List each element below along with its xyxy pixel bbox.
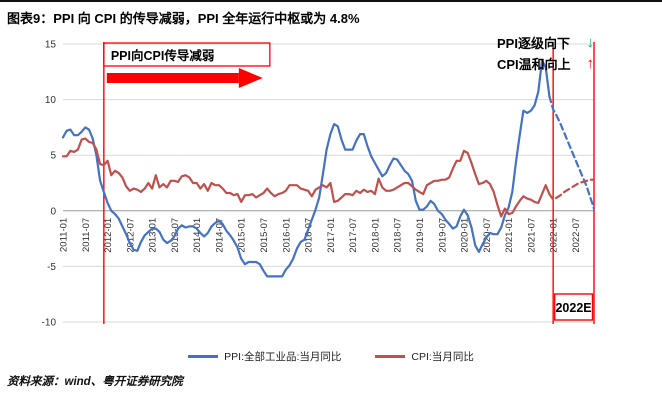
x-tick-label: 2014-01: [192, 218, 203, 253]
ppi-line-swatch: [188, 355, 219, 358]
x-tick-label: 2013-01: [148, 218, 159, 253]
transmission-label: PPI向CPI传导减弱: [111, 48, 215, 63]
ppi-legend-label: PPI:全部工业品:当月同比: [224, 351, 342, 363]
down-arrow-icon: ↓: [586, 34, 595, 51]
ppi-line: [61, 59, 551, 278]
x-tick-label: 2011-01: [59, 218, 70, 252]
y-tick-label: 15: [45, 40, 57, 51]
x-tick-label: 2017-07: [348, 218, 359, 253]
x-tick-label: 2022-01: [549, 218, 560, 253]
cpi-legend-label: CPI:当月同比: [411, 351, 474, 363]
ppi-trend-label: PPI逐级向下: [497, 36, 570, 51]
x-tick-label: 2015-01: [237, 218, 248, 253]
forecast-label: 2022E: [555, 301, 591, 315]
trend-annotations: PPI逐级向下 ↓ CPI温和向上 ↑: [497, 32, 594, 74]
x-tick-label: 2012-01: [103, 218, 114, 253]
x-tick-label: 2021-07: [526, 218, 537, 253]
legend: PPI:全部工业品:当月同比 CPI:当月同比: [0, 349, 662, 364]
x-tick-label: 2018-07: [393, 218, 404, 253]
forecast-label-box: [553, 293, 594, 321]
x-tick-label: 2021-01: [504, 218, 515, 253]
x-tick-label: 2011-07: [81, 218, 92, 252]
cpi-line: [61, 137, 551, 218]
y-tick-label: 0: [50, 206, 56, 217]
y-tick-label: -5: [47, 262, 56, 273]
up-arrow-icon: ↑: [586, 55, 595, 72]
figure-title: 图表9：PPI 向 CPI 的传导减弱，PPI 全年运行中枢或为 4.8%: [7, 11, 360, 26]
chart: 15 10 5 0 -5 -10 2011-01 2011-07 2012-01 2012-07 2…: [42, 40, 596, 329]
transmission-arrow-head: [238, 68, 263, 88]
x-tick-label: 2018-01: [370, 218, 381, 253]
source-note: 资料来源：wind、粤开证券研究院: [7, 376, 183, 388]
x-tick-label: 2020-01: [460, 218, 471, 253]
cpi-trend-label: CPI温和向上: [497, 57, 571, 72]
ppi-trend-row: PPI逐级向下 ↓: [497, 32, 594, 53]
x-tick-label: 2019-07: [437, 218, 448, 253]
y-tick-label: 5: [50, 151, 56, 162]
cpi-trend-row: CPI温和向上 ↑: [497, 53, 594, 74]
x-tick-label: 2019-01: [415, 218, 426, 253]
x-tick-label: 2022-07: [571, 218, 582, 253]
y-tick-label: -10: [42, 318, 57, 329]
y-tick-label: 10: [45, 95, 57, 106]
x-tick-label: 2016-01: [281, 218, 292, 253]
x-tick-label: 2016-07: [304, 218, 315, 253]
x-tick-label: 2015-07: [259, 218, 270, 253]
transmission-callout-box: [103, 42, 271, 67]
x-tick-label: 2012-07: [125, 218, 136, 253]
transmission-arrow-body: [106, 73, 239, 83]
legend-item-ppi: PPI:全部工业品:当月同比: [188, 349, 341, 364]
cpi-line-forecast: [548, 178, 596, 201]
x-tick-label: 2014-07: [214, 218, 225, 253]
x-tick-label: 2017-01: [326, 218, 337, 253]
ppi-line-forecast: [548, 95, 596, 210]
cpi-line-swatch: [375, 355, 406, 358]
legend-item-cpi: CPI:当月同比: [375, 349, 474, 364]
